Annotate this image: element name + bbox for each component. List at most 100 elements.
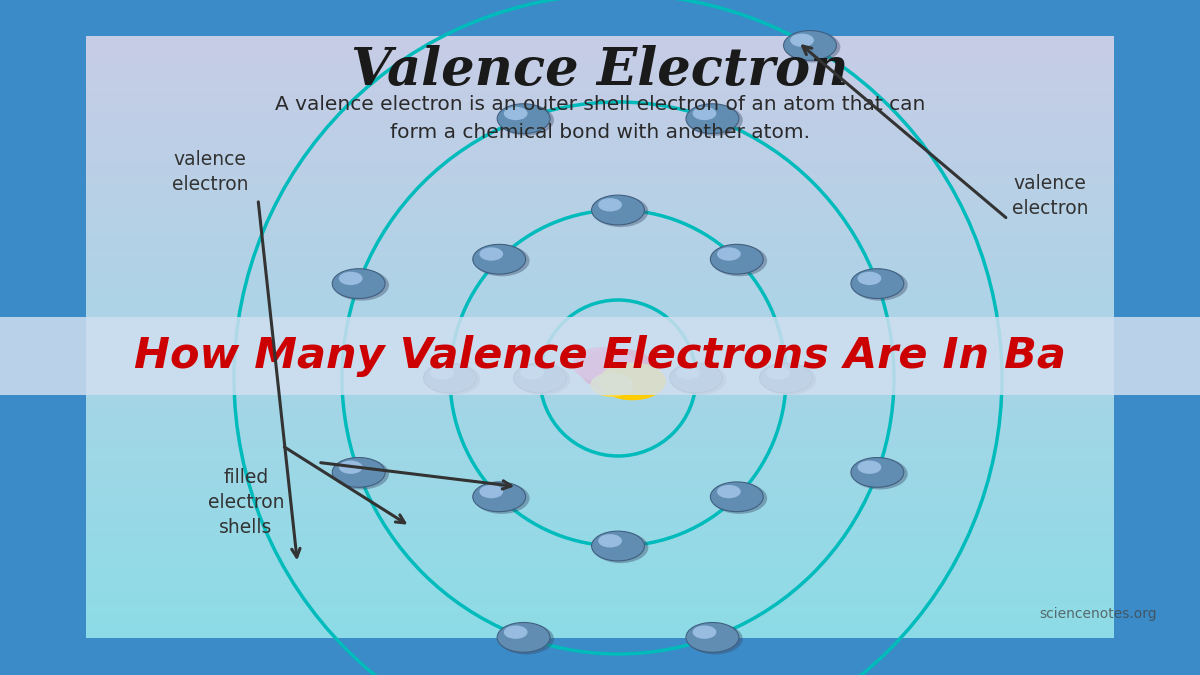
Circle shape xyxy=(592,531,644,561)
Bar xyxy=(86,223,1114,225)
Bar xyxy=(86,465,1114,468)
Bar xyxy=(86,175,1114,178)
Bar xyxy=(86,349,1114,352)
Bar xyxy=(86,625,1114,628)
Bar xyxy=(86,128,1114,131)
Bar xyxy=(86,449,1114,452)
Bar xyxy=(86,192,1114,195)
Circle shape xyxy=(790,34,814,47)
Bar xyxy=(86,256,1114,259)
Bar xyxy=(86,481,1114,484)
Bar xyxy=(86,281,1114,284)
Circle shape xyxy=(497,104,550,134)
Bar xyxy=(86,605,1114,608)
Bar xyxy=(86,221,1114,223)
Bar xyxy=(86,381,1114,383)
Text: valence
electron: valence electron xyxy=(1012,173,1088,218)
Bar xyxy=(86,537,1114,540)
Text: How Many Valence Electrons Are In Ba: How Many Valence Electrons Are In Ba xyxy=(134,335,1066,377)
Bar xyxy=(86,409,1114,412)
Circle shape xyxy=(688,623,743,655)
Bar xyxy=(86,254,1114,257)
Bar xyxy=(86,597,1114,600)
Bar xyxy=(86,579,1114,582)
Circle shape xyxy=(515,364,570,395)
Bar xyxy=(86,561,1114,564)
Circle shape xyxy=(670,363,722,393)
Bar xyxy=(86,413,1114,416)
Bar xyxy=(86,547,1114,549)
Bar xyxy=(86,493,1114,495)
Bar xyxy=(86,475,1114,478)
Circle shape xyxy=(498,105,554,136)
Circle shape xyxy=(497,622,550,652)
Bar xyxy=(86,183,1114,186)
Bar xyxy=(86,343,1114,346)
Bar xyxy=(86,38,1114,41)
Bar xyxy=(86,341,1114,344)
Bar xyxy=(86,113,1114,115)
Circle shape xyxy=(688,105,743,136)
Bar xyxy=(86,439,1114,441)
Bar xyxy=(86,181,1114,184)
Bar xyxy=(86,248,1114,251)
Bar xyxy=(86,371,1114,373)
Bar xyxy=(86,485,1114,487)
Bar xyxy=(86,577,1114,580)
Bar xyxy=(86,146,1114,149)
Bar xyxy=(86,501,1114,504)
Bar xyxy=(86,279,1114,281)
Bar xyxy=(86,471,1114,474)
Bar xyxy=(86,301,1114,304)
Circle shape xyxy=(592,531,644,561)
Bar xyxy=(86,275,1114,277)
Bar xyxy=(86,361,1114,364)
Bar xyxy=(86,483,1114,486)
Circle shape xyxy=(784,30,836,60)
Bar xyxy=(86,123,1114,126)
Bar xyxy=(86,355,1114,358)
Bar xyxy=(86,369,1114,371)
Bar xyxy=(86,231,1114,234)
Bar xyxy=(86,629,1114,632)
Bar xyxy=(86,373,1114,375)
Bar xyxy=(86,621,1114,624)
Circle shape xyxy=(514,363,566,393)
Bar xyxy=(86,126,1114,129)
Bar xyxy=(86,306,1114,309)
Circle shape xyxy=(598,534,622,547)
Bar xyxy=(86,259,1114,261)
Bar xyxy=(86,391,1114,394)
Bar xyxy=(86,571,1114,574)
Bar xyxy=(86,603,1114,606)
Bar xyxy=(86,115,1114,117)
Circle shape xyxy=(497,622,550,652)
Circle shape xyxy=(712,245,767,276)
Bar xyxy=(86,633,1114,636)
Circle shape xyxy=(593,532,648,563)
Bar xyxy=(86,555,1114,558)
Bar xyxy=(86,545,1114,548)
Bar xyxy=(86,74,1114,77)
Bar xyxy=(86,533,1114,536)
Circle shape xyxy=(504,626,528,639)
Circle shape xyxy=(590,373,634,397)
Circle shape xyxy=(580,348,656,392)
Circle shape xyxy=(785,31,840,63)
Circle shape xyxy=(480,485,503,498)
Bar xyxy=(86,477,1114,480)
Bar xyxy=(86,589,1114,592)
Bar xyxy=(86,509,1114,512)
Bar xyxy=(86,575,1114,578)
Bar xyxy=(86,365,1114,367)
Circle shape xyxy=(851,458,904,487)
Bar xyxy=(86,36,1114,39)
Bar xyxy=(86,215,1114,217)
Bar xyxy=(86,144,1114,147)
Bar xyxy=(86,239,1114,242)
Bar xyxy=(86,297,1114,300)
Bar xyxy=(86,227,1114,230)
Circle shape xyxy=(858,460,881,474)
Circle shape xyxy=(592,195,644,225)
Bar xyxy=(86,389,1114,391)
